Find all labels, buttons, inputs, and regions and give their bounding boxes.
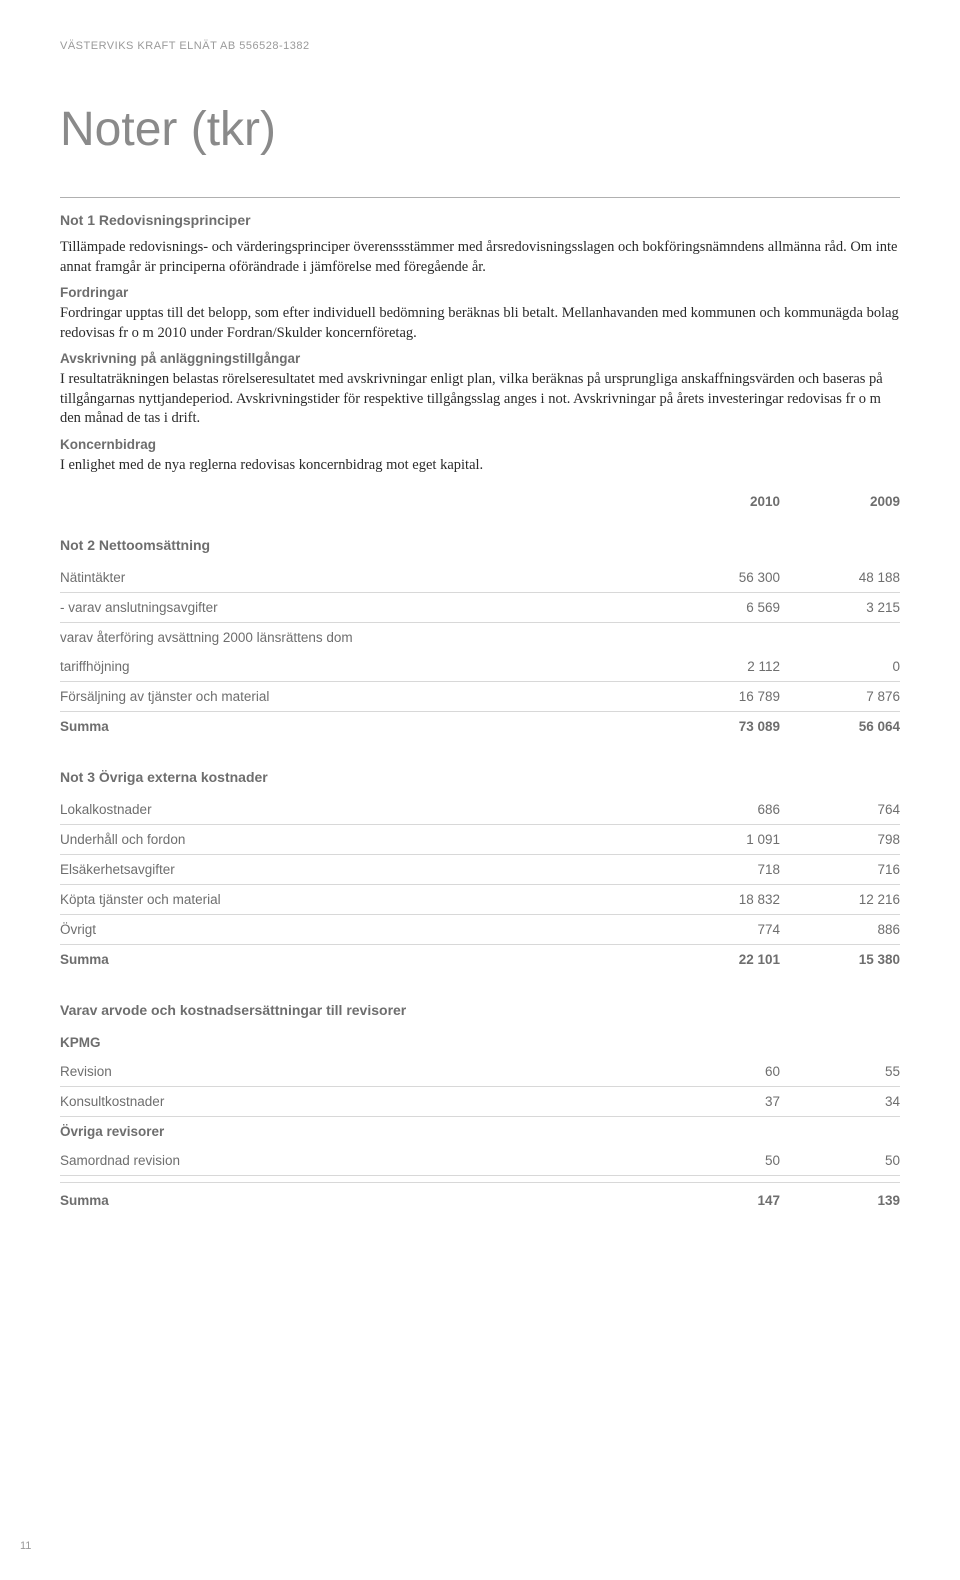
not-2-value-y2: 3 215 [780, 600, 900, 615]
not-2-row: - varav anslutningsavgifter6 5693 215 [60, 593, 900, 623]
not-2-sum-v1: 73 089 [660, 719, 780, 734]
ovriga-value-y2: 50 [780, 1153, 900, 1168]
page-number: 11 [20, 1540, 31, 1552]
not-2-value-y2: 0 [780, 659, 900, 674]
not-3-value-y1: 774 [660, 922, 780, 937]
ovriga-label: Övriga revisorer [60, 1124, 660, 1139]
ovriga-header-row: Övriga revisorer [60, 1117, 900, 1146]
not-3-value-y1: 1 091 [660, 832, 780, 847]
not-2-sum-label: Summa [60, 719, 660, 734]
not-2-label: Nätintäkter [60, 570, 660, 585]
fordringar-body: Fordringar upptas till det belopp, som e… [60, 304, 900, 343]
year-header-row: 2010 2009 [60, 494, 900, 509]
not-2-value-y1: 2 112 [660, 659, 780, 674]
not-2-row: Försäljning av tjänster och material16 7… [60, 682, 900, 712]
not-2-sum-row: Summa 73 089 56 064 [60, 712, 900, 741]
document-header: VÄSTERVIKS KRAFT ELNÄT AB 556528-1382 [60, 40, 900, 52]
kpmg-label: KPMG [60, 1035, 660, 1050]
not-2-value-y1: 56 300 [660, 570, 780, 585]
varav-title: Varav arvode och kostnadsersättningar ti… [60, 1002, 900, 1018]
kpmg-value-y2: 34 [780, 1094, 900, 1109]
note-1-heading: Not 1 Redovisningsprinciper [60, 212, 900, 228]
year-col-1: 2010 [660, 494, 780, 509]
not-3-title: Not 3 Övriga externa kostnader [60, 769, 900, 785]
note-1-intro: Tillämpade redovisnings- och värderingsp… [60, 238, 900, 277]
not-3-label: Underhåll och fordon [60, 832, 660, 847]
kpmg-label: Revision [60, 1064, 660, 1079]
not-3-value-y1: 718 [660, 862, 780, 877]
kpmg-value-y1: 60 [660, 1064, 780, 1079]
avskrivning-body: I resultaträkningen belastas rörelseresu… [60, 370, 900, 429]
not-3-row: Elsäkerhetsavgifter718716 [60, 855, 900, 885]
not-2-row: Nätintäkter56 30048 188 [60, 563, 900, 593]
not-2-label: Försäljning av tjänster och material [60, 689, 660, 704]
page-title: Noter (tkr) [60, 102, 900, 157]
kpmg-row: Konsultkostnader3734 [60, 1087, 900, 1117]
not-3-row: Övrigt774886 [60, 915, 900, 945]
not-2-row: varav återföring avsättning 2000 länsrät… [60, 623, 900, 652]
not-3-row: Lokalkostnader686764 [60, 795, 900, 825]
note-1-box: Not 1 Redovisningsprinciper Tillämpade r… [60, 197, 900, 509]
sub-heading-fordringar: Fordringar [60, 285, 900, 300]
not-3-row: Köpta tjänster och material18 83212 216 [60, 885, 900, 915]
varav-sum-row: Summa 147 139 [60, 1182, 900, 1215]
not-3-label: Elsäkerhetsavgifter [60, 862, 660, 877]
kpmg-label: Konsultkostnader [60, 1094, 660, 1109]
not-2-value-y2: 48 188 [780, 570, 900, 585]
not-3-sum-v1: 22 101 [660, 952, 780, 967]
not-2-row: tariffhöjning2 1120 [60, 652, 900, 682]
not-3-sum-label: Summa [60, 952, 660, 967]
not-2-label: varav återföring avsättning 2000 länsrät… [60, 630, 660, 645]
ovriga-value-y1: 50 [660, 1153, 780, 1168]
year-col-2: 2009 [780, 494, 900, 509]
ovriga-row: Samordnad revision5050 [60, 1146, 900, 1176]
kpmg-value-y1: 37 [660, 1094, 780, 1109]
not-3-value-y1: 18 832 [660, 892, 780, 907]
varav-sum-v2: 139 [780, 1193, 900, 1208]
not-3-value-y2: 12 216 [780, 892, 900, 907]
not-2-title: Not 2 Nettoomsättning [60, 537, 900, 553]
not-2-section: Not 2 Nettoomsättning Nätintäkter56 3004… [60, 537, 900, 741]
not-3-value-y2: 764 [780, 802, 900, 817]
not-3-row: Underhåll och fordon1 091798 [60, 825, 900, 855]
not-2-label: tariffhöjning [60, 659, 660, 674]
sub-heading-koncern: Koncernbidrag [60, 437, 900, 452]
varav-sum-label: Summa [60, 1193, 660, 1208]
not-2-label: - varav anslutningsavgifter [60, 600, 660, 615]
not-3-value-y2: 798 [780, 832, 900, 847]
kpmg-value-y2: 55 [780, 1064, 900, 1079]
varav-sum-v1: 147 [660, 1193, 780, 1208]
kpmg-header-row: KPMG [60, 1028, 900, 1057]
not-3-value-y1: 686 [660, 802, 780, 817]
not-2-value-y1: 16 789 [660, 689, 780, 704]
not-2-value-y1: 6 569 [660, 600, 780, 615]
not-3-value-y2: 886 [780, 922, 900, 937]
varav-section: Varav arvode och kostnadsersättningar ti… [60, 1002, 900, 1215]
sub-heading-avskrivning: Avskrivning på anläggningstillgångar [60, 351, 900, 366]
not-2-sum-v2: 56 064 [780, 719, 900, 734]
koncern-body: I enlighet med de nya reglerna redovisas… [60, 456, 900, 476]
not-3-section: Not 3 Övriga externa kostnader Lokalkost… [60, 769, 900, 974]
not-3-label: Lokalkostnader [60, 802, 660, 817]
not-3-sum-row: Summa 22 101 15 380 [60, 945, 900, 974]
not-3-sum-v2: 15 380 [780, 952, 900, 967]
not-2-value-y2: 7 876 [780, 689, 900, 704]
kpmg-row: Revision6055 [60, 1057, 900, 1087]
not-3-value-y2: 716 [780, 862, 900, 877]
not-3-label: Övrigt [60, 922, 660, 937]
not-3-label: Köpta tjänster och material [60, 892, 660, 907]
ovriga-label: Samordnad revision [60, 1153, 660, 1168]
